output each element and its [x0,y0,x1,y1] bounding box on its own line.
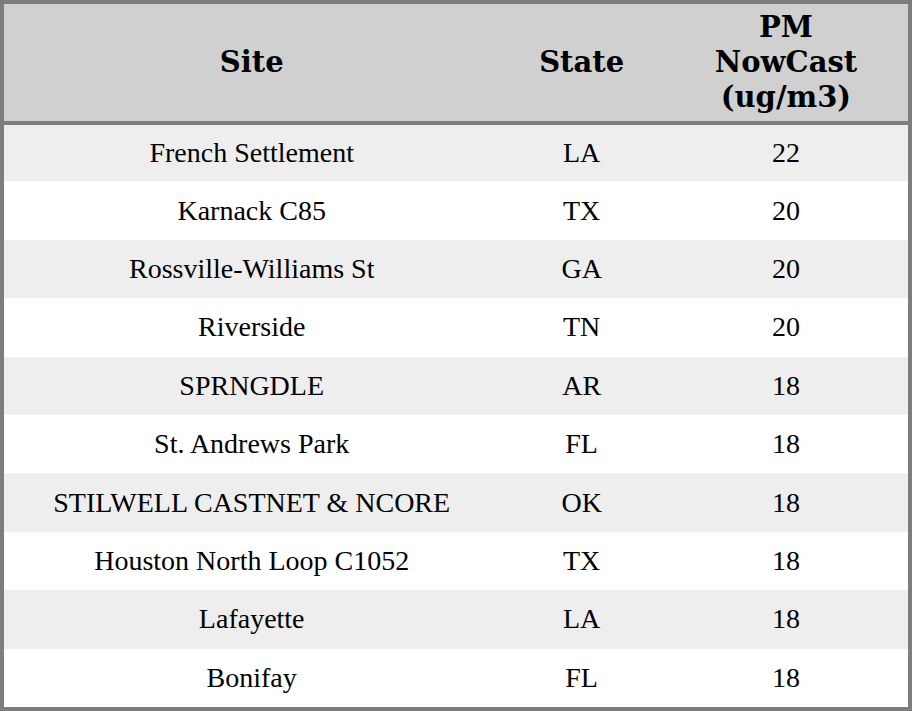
state-cell: FL [499,415,664,473]
state-cell: LA [499,590,664,648]
table-body: French Settlement LA 22 Karnack C85 TX 2… [4,123,908,707]
table-row: Karnack C85 TX 20 [4,181,908,239]
pm-value-cell: 20 [664,298,908,356]
column-header-pm-nowcast: PM NowCast (ug/m3) [664,4,908,123]
site-cell: Rossville-Williams St [4,240,499,298]
table-row: STILWELL CASTNET & NCORE OK 18 [4,473,908,531]
pm-value-cell: 18 [664,532,908,590]
header-row: Site State PM NowCast (ug/m3) [4,4,908,123]
site-cell: Bonifay [4,649,499,707]
site-cell: French Settlement [4,123,499,181]
column-header-state: State [499,4,664,123]
table-row: Bonifay FL 18 [4,649,908,707]
state-cell: OK [499,473,664,531]
table-row: SPRNGDLE AR 18 [4,357,908,415]
table-row: Lafayette LA 18 [4,590,908,648]
table-header: Site State PM NowCast (ug/m3) [4,4,908,123]
site-cell: Houston North Loop C1052 [4,532,499,590]
site-cell: Riverside [4,298,499,356]
site-cell: St. Andrews Park [4,415,499,473]
site-cell: STILWELL CASTNET & NCORE [4,473,499,531]
state-cell: LA [499,123,664,181]
state-cell: FL [499,649,664,707]
table-row: Riverside TN 20 [4,298,908,356]
state-cell: TX [499,181,664,239]
site-cell: Karnack C85 [4,181,499,239]
pm-value-cell: 18 [664,357,908,415]
pm-nowcast-table: Site State PM NowCast (ug/m3) French Set… [4,4,908,707]
table-row: French Settlement LA 22 [4,123,908,181]
pm-value-cell: 18 [664,415,908,473]
pm-value-cell: 22 [664,123,908,181]
pm-value-cell: 18 [664,590,908,648]
table-row: Houston North Loop C1052 TX 18 [4,532,908,590]
site-cell: Lafayette [4,590,499,648]
pm-value-cell: 18 [664,649,908,707]
table-row: St. Andrews Park FL 18 [4,415,908,473]
pm-value-cell: 20 [664,240,908,298]
pm-value-cell: 20 [664,181,908,239]
table-row: Rossville-Williams St GA 20 [4,240,908,298]
column-header-site: Site [4,4,499,123]
state-cell: GA [499,240,664,298]
state-cell: AR [499,357,664,415]
site-cell: SPRNGDLE [4,357,499,415]
pm-value-cell: 18 [664,473,908,531]
pm-nowcast-table-frame: Site State PM NowCast (ug/m3) French Set… [0,0,912,711]
state-cell: TN [499,298,664,356]
state-cell: TX [499,532,664,590]
